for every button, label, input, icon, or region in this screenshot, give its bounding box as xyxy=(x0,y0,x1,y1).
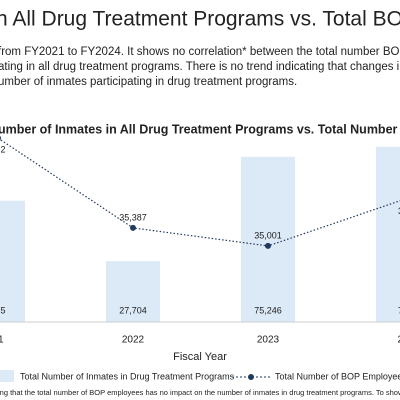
bar-label: 265 xyxy=(0,305,6,315)
x-tick-label: 21 xyxy=(0,335,4,346)
line-label: 35,387 xyxy=(119,212,147,222)
x-axis-title: Fiscal Year xyxy=(173,351,227,363)
line-marker xyxy=(265,242,271,249)
bar xyxy=(376,146,400,322)
legend-label: Total Number of BOP Employees (Year-En xyxy=(275,371,400,381)
line-label: 35 xyxy=(398,206,400,216)
description-line: umber of inmates participating in drug t… xyxy=(0,76,297,88)
legend-label: Total Number of Inmates in Drug Treatmen… xyxy=(20,371,235,381)
page-title: n All Drug Treatment Programs vs. Total … xyxy=(0,8,400,31)
line-label: 35,001 xyxy=(254,230,282,240)
line-marker xyxy=(130,224,136,231)
legend-swatch xyxy=(0,370,14,382)
x-tick-label: 2023 xyxy=(257,335,280,346)
bar-label: 75,246 xyxy=(254,305,282,315)
bar xyxy=(106,261,160,322)
line xyxy=(0,138,400,247)
bar-label: 79 xyxy=(398,305,400,315)
x-tick-label: 2022 xyxy=(122,335,145,346)
bar-label: 27,704 xyxy=(119,305,147,315)
description-line: from FY2021 to FY2024. It shows no corre… xyxy=(0,46,400,58)
footnote: ing that the total number of BOP employe… xyxy=(0,388,400,397)
legend-marker xyxy=(248,374,254,380)
bar xyxy=(241,156,295,322)
chart-title: umber of Inmates in All Drug Treatment P… xyxy=(0,122,400,136)
line-label: 312 xyxy=(0,144,6,154)
line-marker xyxy=(0,135,1,141)
bar xyxy=(0,200,25,322)
description-line: ating in all drug treatment programs. Th… xyxy=(0,61,400,73)
x-tick-label: 20 xyxy=(397,335,400,346)
